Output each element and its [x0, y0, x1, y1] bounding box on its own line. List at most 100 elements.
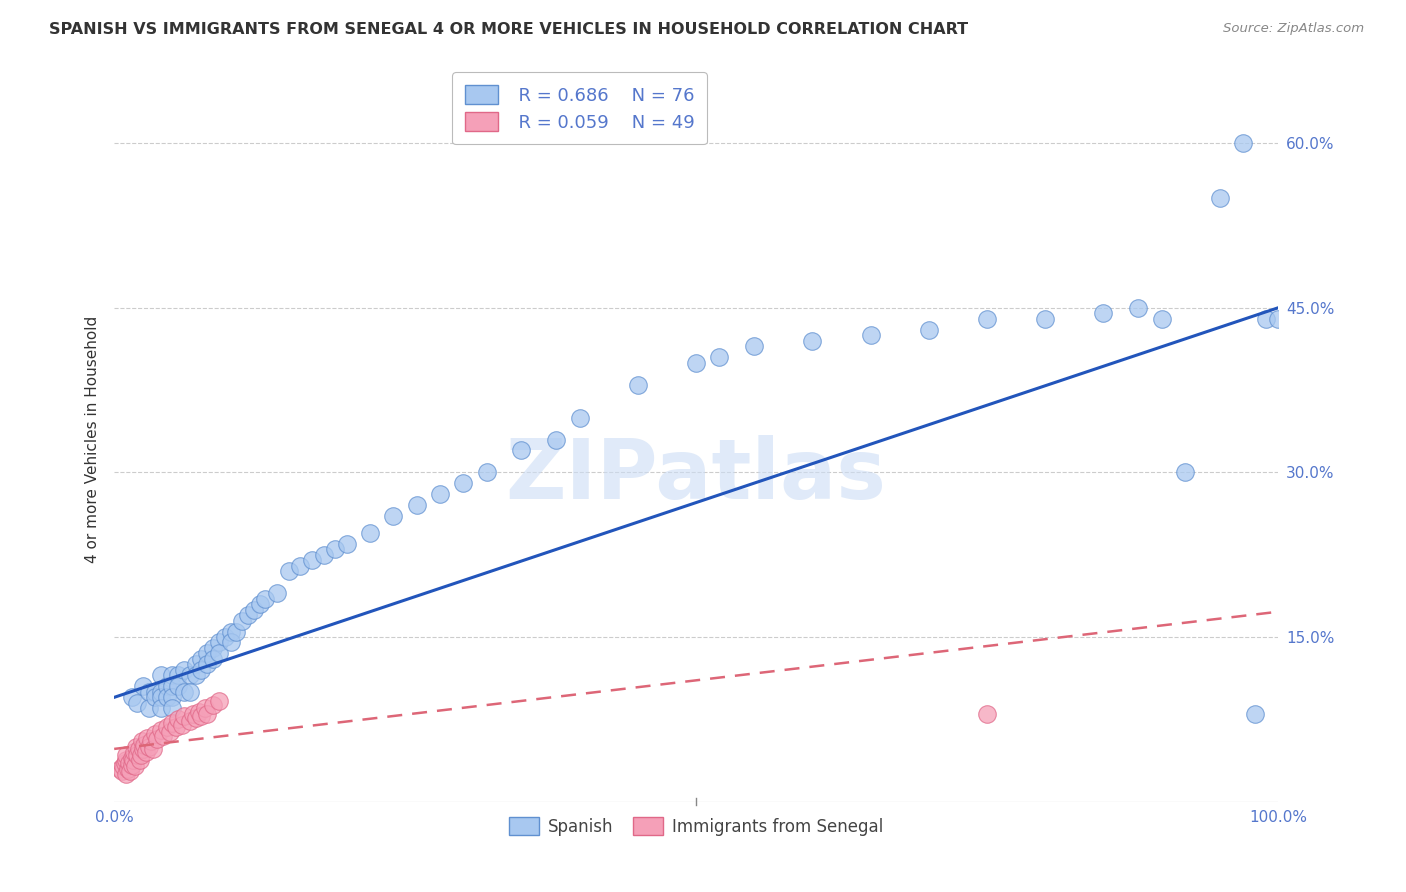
Point: [149, 685, 172, 699]
Point: [1033, 311, 1056, 326]
Point: [1267, 311, 1289, 326]
Point: [149, 701, 172, 715]
Point: [173, 663, 195, 677]
Point: [142, 742, 165, 756]
Y-axis label: 4 or more Vehicles in Household: 4 or more Vehicles in Household: [86, 316, 100, 563]
Point: [1243, 706, 1265, 721]
Point: [149, 723, 172, 738]
Point: [976, 311, 998, 326]
Point: [190, 709, 212, 723]
Point: [162, 701, 184, 715]
Point: [219, 635, 242, 649]
Point: [138, 685, 160, 699]
Point: [118, 756, 141, 771]
Point: [194, 701, 217, 715]
Point: [290, 558, 312, 573]
Point: [188, 705, 211, 719]
Point: [167, 679, 190, 693]
Point: [208, 693, 231, 707]
Legend: Spanish, Immigrants from Senegal: Spanish, Immigrants from Senegal: [501, 808, 891, 844]
Point: [225, 624, 247, 639]
Text: ZIPatlas: ZIPatlas: [506, 435, 887, 516]
Point: [1256, 311, 1278, 326]
Point: [143, 690, 166, 705]
Point: [301, 553, 323, 567]
Text: SPANISH VS IMMIGRANTS FROM SENEGAL 4 OR MORE VEHICLES IN HOUSEHOLD CORRELATION C: SPANISH VS IMMIGRANTS FROM SENEGAL 4 OR …: [49, 22, 969, 37]
Point: [111, 764, 134, 778]
Point: [266, 586, 288, 600]
Point: [254, 591, 277, 606]
Point: [1174, 466, 1197, 480]
Point: [162, 690, 184, 705]
Point: [195, 706, 218, 721]
Point: [131, 734, 153, 748]
Point: [114, 748, 136, 763]
Point: [173, 709, 195, 723]
Point: [190, 663, 212, 677]
Point: [429, 487, 451, 501]
Point: [149, 668, 172, 682]
Point: [167, 668, 190, 682]
Point: [976, 706, 998, 721]
Point: [117, 762, 139, 776]
Point: [179, 685, 201, 699]
Point: [173, 685, 195, 699]
Point: [127, 748, 149, 763]
Point: [134, 738, 156, 752]
Point: [202, 698, 225, 712]
Point: [112, 759, 135, 773]
Point: [1232, 136, 1254, 151]
Point: [510, 443, 533, 458]
Point: [146, 732, 169, 747]
Point: [121, 753, 143, 767]
Point: [405, 499, 427, 513]
Point: [138, 701, 160, 715]
Point: [801, 334, 824, 348]
Point: [152, 729, 174, 743]
Point: [114, 767, 136, 781]
Point: [184, 657, 207, 672]
Point: [114, 753, 136, 767]
Point: [918, 323, 941, 337]
Point: [195, 657, 218, 672]
Point: [202, 652, 225, 666]
Point: [336, 537, 359, 551]
Point: [128, 753, 150, 767]
Point: [184, 711, 207, 725]
Point: [1150, 311, 1173, 326]
Point: [135, 731, 157, 745]
Point: [685, 356, 707, 370]
Point: [627, 377, 650, 392]
Point: [231, 614, 253, 628]
Point: [124, 759, 146, 773]
Point: [127, 696, 149, 710]
Point: [195, 647, 218, 661]
Point: [475, 466, 498, 480]
Point: [219, 624, 242, 639]
Point: [236, 608, 259, 623]
Point: [149, 690, 172, 705]
Point: [143, 726, 166, 740]
Point: [121, 758, 143, 772]
Point: [742, 339, 765, 353]
Text: Source: ZipAtlas.com: Source: ZipAtlas.com: [1223, 22, 1364, 36]
Point: [208, 647, 231, 661]
Point: [114, 756, 136, 771]
Point: [159, 725, 181, 739]
Point: [184, 668, 207, 682]
Point: [121, 750, 143, 764]
Point: [138, 739, 160, 754]
Point: [1092, 306, 1115, 320]
Point: [179, 714, 201, 729]
Point: [190, 652, 212, 666]
Point: [155, 679, 177, 693]
Point: [277, 564, 299, 578]
Point: [214, 630, 236, 644]
Point: [125, 739, 148, 754]
Point: [546, 433, 568, 447]
Point: [122, 745, 145, 759]
Point: [129, 748, 152, 763]
Point: [202, 640, 225, 655]
Point: [132, 742, 155, 756]
Point: [359, 525, 381, 540]
